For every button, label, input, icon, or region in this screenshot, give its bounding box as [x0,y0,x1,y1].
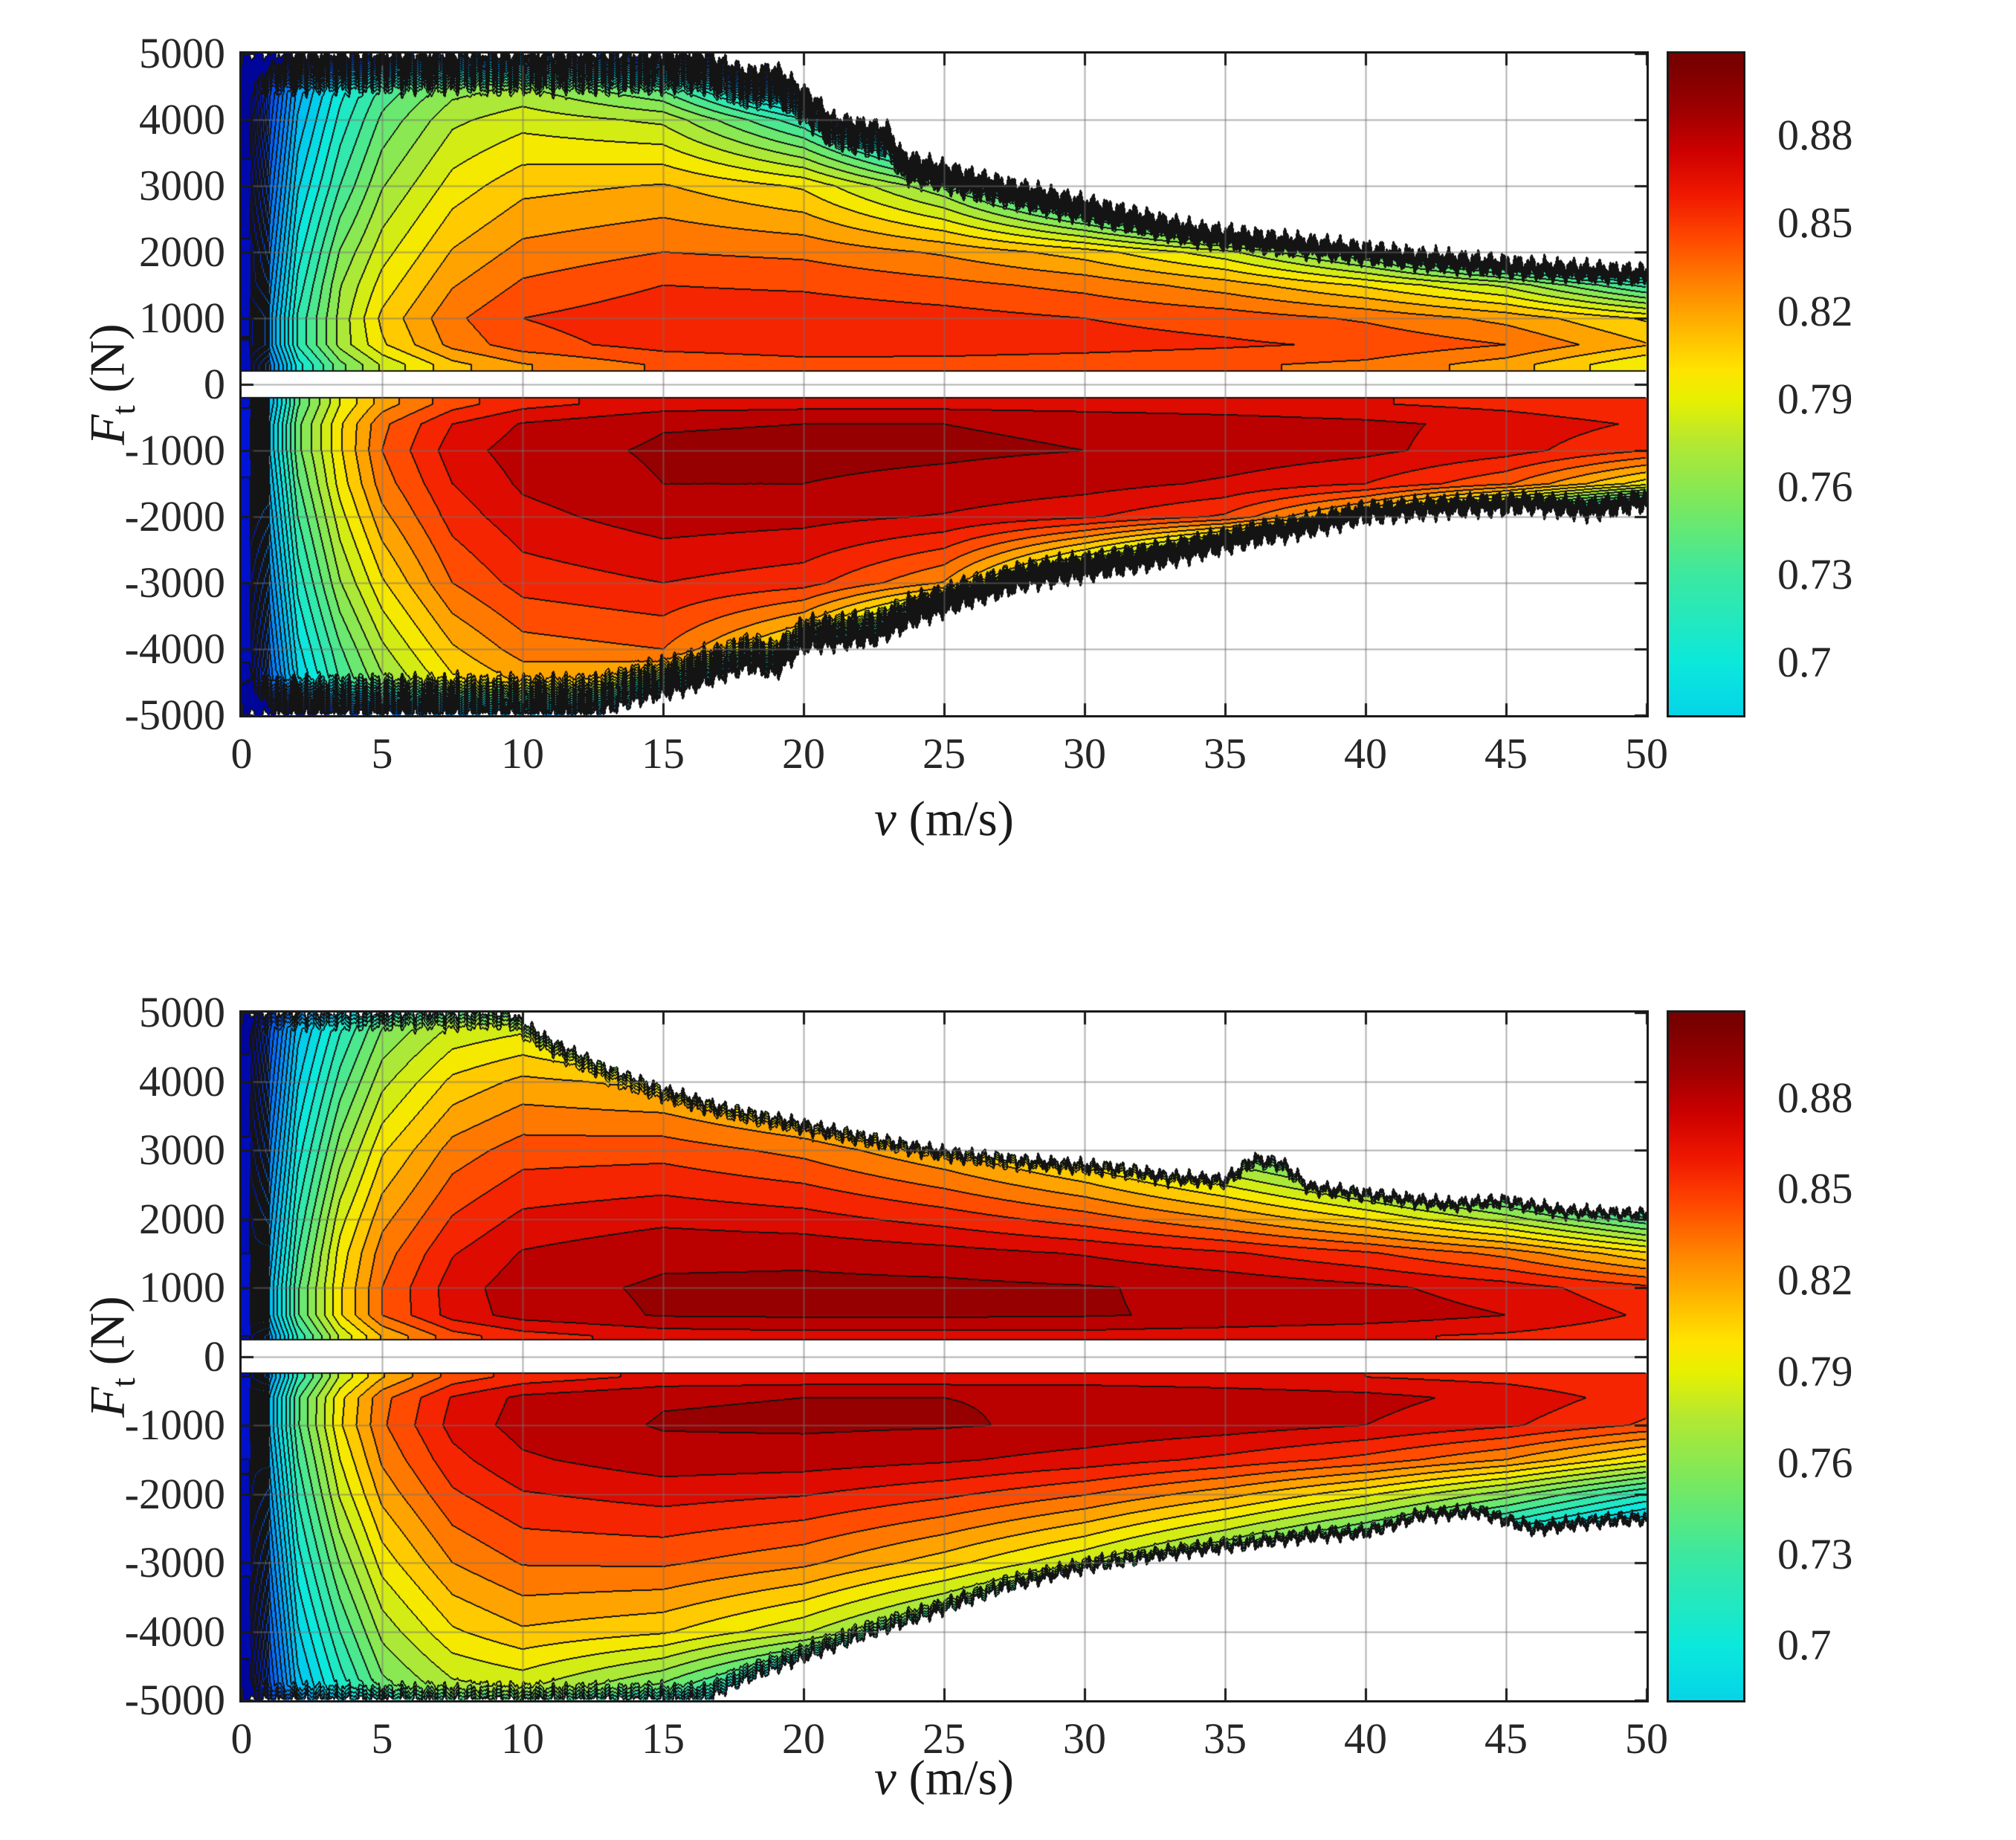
colorbar-tick-label: 0.73 [1777,1529,1853,1578]
colorbar-tick-label: 0.76 [1777,462,1853,511]
y-tick-label: 1000 [139,294,225,342]
y-tick-label: 3000 [139,1126,225,1174]
x-axis-label-top: v (m/s) [874,791,1014,847]
x-tick-label: 25 [923,729,966,778]
x-tick-label: 15 [642,1714,685,1763]
colorbar-tick-label: 0.7 [1777,638,1832,687]
y-tick-label: 4000 [139,95,225,143]
y-tick-label: 2000 [139,1194,225,1243]
x-tick-label: 40 [1344,1714,1387,1763]
y-tick-label: -5000 [124,691,225,739]
y-axis-label-bottom: Ft (N) [80,1295,142,1417]
x-tick-label: 50 [1625,729,1668,778]
x-tick-label: 20 [782,1714,825,1763]
y-tick-label: 5000 [139,29,225,77]
y-tick-label: -5000 [124,1676,225,1724]
y-tick-label: 3000 [139,161,225,210]
x-tick-label: 35 [1204,1714,1247,1763]
x-tick-label: 10 [501,1714,544,1763]
y-tick-label: -2000 [124,1469,225,1518]
x-symbol: v [874,791,896,847]
y-tick-label: -4000 [124,1607,225,1656]
y-unit: (N) [80,1295,135,1378]
colorbar-tick-label: 0.85 [1777,1164,1853,1213]
y-tick-label: 2000 [139,227,225,276]
x-tick-label: 20 [782,729,825,778]
colorbar-tick-label: 0.82 [1777,286,1853,335]
colorbar-canvas-bottom [1669,1013,1743,1700]
colorbar-tick-label: 0.82 [1777,1256,1853,1305]
y-tick-label: -2000 [124,492,225,540]
colorbar-tick-label: 0.73 [1777,549,1853,598]
x-symbol: v [874,1750,896,1806]
x-tick-label: 5 [371,1714,393,1763]
x-unit: (m/s) [896,1750,1014,1806]
x-tick-label: 10 [501,729,544,778]
x-axis-label-bottom: v (m/s) [874,1750,1014,1806]
colorbar-tick-label: 0.7 [1777,1621,1832,1670]
x-tick-label: 0 [230,1714,253,1763]
colorbar-tick-label: 0.79 [1777,374,1853,423]
y-tick-label: 0 [204,360,225,408]
x-tick-label: 15 [642,729,685,778]
x-tick-label: 25 [923,1714,966,1763]
x-tick-label: 5 [371,729,393,778]
y-symbol-subscript: t [103,1377,142,1387]
contour-plot-canvas-top [242,54,1647,715]
y-tick-label: -4000 [124,624,225,673]
x-tick-label: 40 [1344,729,1387,778]
x-tick-label: 30 [1063,1714,1106,1763]
colorbar-tick-label: 0.76 [1777,1438,1853,1487]
colorbar-tick-label: 0.88 [1777,1073,1853,1122]
y-symbol-subscript: t [103,405,142,415]
x-tick-label: 45 [1484,729,1528,778]
y-tick-label: 4000 [139,1056,225,1105]
x-tick-label: 0 [230,729,253,778]
x-tick-label: 35 [1204,729,1247,778]
y-tick-label: -3000 [124,1538,225,1586]
y-tick-label: 0 [204,1331,225,1381]
x-tick-label: 45 [1484,1714,1528,1763]
contour-plot-canvas-bottom [242,1013,1647,1700]
colorbar-tick-label: 0.85 [1777,198,1853,248]
x-tick-label: 50 [1625,1714,1668,1763]
y-tick-label: -1000 [124,426,225,474]
colorbar-tick-label: 0.79 [1777,1346,1853,1395]
y-tick-label: 1000 [139,1263,225,1311]
y-unit: (N) [80,323,135,406]
y-tick-label: 5000 [139,988,225,1036]
x-unit: (m/s) [896,791,1014,847]
colorbar-canvas-top [1669,54,1743,715]
colorbar-tick-label: 0.88 [1777,111,1853,160]
x-tick-label: 30 [1063,729,1106,778]
y-tick-label: -3000 [124,558,225,607]
y-tick-label: -1000 [124,1401,225,1449]
